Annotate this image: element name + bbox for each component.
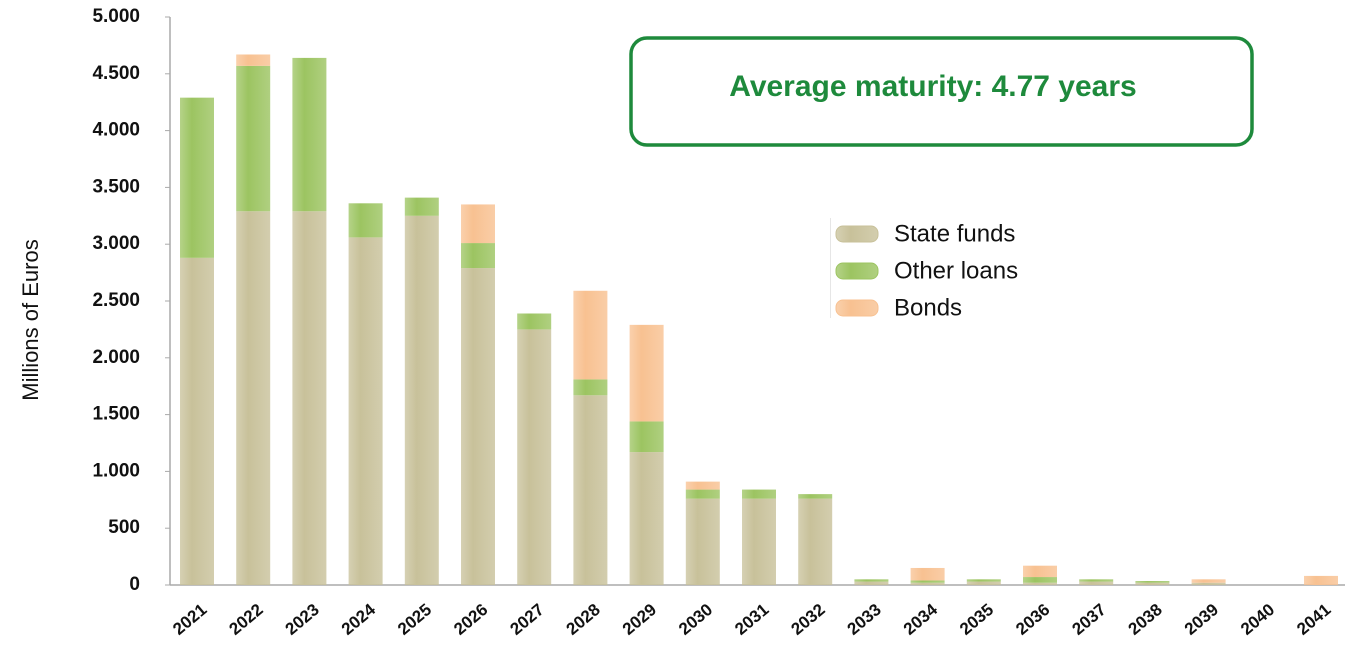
x-tick-label: 2037 <box>1068 600 1109 639</box>
bar-segment <box>798 498 833 585</box>
bar-segment <box>629 421 664 453</box>
bar-segment <box>854 579 889 582</box>
bar-segment <box>1191 579 1226 583</box>
x-tick-label: 2040 <box>1237 600 1278 639</box>
x-tick-label: 2024 <box>338 600 380 639</box>
bar-segment <box>910 582 945 585</box>
x-tick-label: 2039 <box>1181 600 1222 639</box>
bar-segment <box>1135 581 1170 583</box>
y-tick-label: 500 <box>108 517 140 538</box>
bar-segment <box>1023 565 1057 578</box>
x-tick-label: 2026 <box>450 600 491 639</box>
x-tick-label: 2030 <box>675 600 716 639</box>
bar-segment <box>517 329 552 585</box>
y-tick-label: 1.000 <box>92 460 140 481</box>
x-tick-label: 2025 <box>394 600 435 639</box>
legend-swatch <box>835 225 879 243</box>
bar-segment <box>180 257 214 585</box>
x-tick-label: 2034 <box>900 600 942 639</box>
bar-segment <box>629 324 664 422</box>
bar-segment <box>236 65 271 212</box>
bar-segment <box>910 567 945 581</box>
bar-segment <box>685 498 720 585</box>
x-tick-label: 2022 <box>225 600 266 639</box>
bar-segment <box>292 211 327 586</box>
bar-segment <box>1191 582 1226 585</box>
y-tick-label: 2.000 <box>92 347 140 368</box>
bar-segment <box>461 243 495 269</box>
bar-segment <box>236 54 271 66</box>
bar-segment <box>742 498 776 585</box>
x-tick-label: 2023 <box>282 600 323 639</box>
y-tick-label: 4.000 <box>92 120 140 141</box>
bar-segment <box>1135 582 1170 585</box>
bar-segment <box>461 204 495 244</box>
x-tick-label: 2032 <box>787 600 828 639</box>
y-tick-label: 0 <box>129 574 140 595</box>
legend-border <box>830 218 831 318</box>
x-tick-label: 2031 <box>731 600 772 639</box>
x-tick-label: 2021 <box>169 600 210 639</box>
bar-segment <box>1304 575 1338 585</box>
x-tick-label: 2027 <box>506 600 547 639</box>
bar-segment <box>742 489 776 499</box>
bar-segment <box>1023 577 1057 583</box>
bar-segment <box>629 452 664 585</box>
bar-segment <box>966 579 1001 582</box>
y-tick-label: 1.500 <box>92 404 140 425</box>
bar-segment <box>1023 582 1057 585</box>
bar-segment <box>573 395 608 585</box>
bar-segment <box>1079 579 1114 582</box>
bar-segment <box>573 379 608 396</box>
legend-swatch <box>835 262 879 280</box>
legend-label: Bonds <box>894 294 962 321</box>
x-tick-label: 2033 <box>844 600 885 639</box>
bar-segment <box>685 481 720 490</box>
bar-segment <box>1079 581 1114 585</box>
bar-segment <box>854 581 889 585</box>
bar-segment <box>798 494 833 499</box>
x-tick-label: 2036 <box>1012 600 1053 639</box>
bar-segment <box>685 489 720 499</box>
bar-segment <box>517 313 552 330</box>
bar-segment <box>292 57 327 212</box>
y-tick-label: 5.000 <box>92 6 140 27</box>
bar-segment <box>236 211 271 586</box>
bar-segment <box>180 97 214 258</box>
x-tick-label: 2029 <box>619 600 660 639</box>
x-tick-label: 2028 <box>563 600 604 639</box>
x-tick-label: 2038 <box>1125 600 1166 639</box>
bar-segment <box>966 581 1001 585</box>
y-tick-label: 3.000 <box>92 233 140 254</box>
legend-label: State funds <box>894 220 1015 247</box>
legend-swatch <box>835 299 879 317</box>
x-tick-label: 2041 <box>1293 600 1334 639</box>
y-tick-label: 2.500 <box>92 290 140 311</box>
legend-label: Other loans <box>894 257 1018 284</box>
bar-segment <box>404 215 439 586</box>
y-tick-label: 4.500 <box>92 63 140 84</box>
annotation-box <box>629 36 1254 147</box>
y-tick-label: 3.500 <box>92 176 140 197</box>
bar-segment <box>910 580 945 583</box>
bar-segment <box>348 203 383 238</box>
x-tick-label: 2035 <box>956 600 997 639</box>
bar-segment <box>404 197 439 216</box>
bar-segment <box>573 290 608 380</box>
annotation: Average maturity: 4.77 years <box>729 70 1136 103</box>
bar-segment <box>461 268 495 585</box>
y-axis-label: Millions of Euros <box>18 239 43 400</box>
bar-segment <box>348 237 383 585</box>
